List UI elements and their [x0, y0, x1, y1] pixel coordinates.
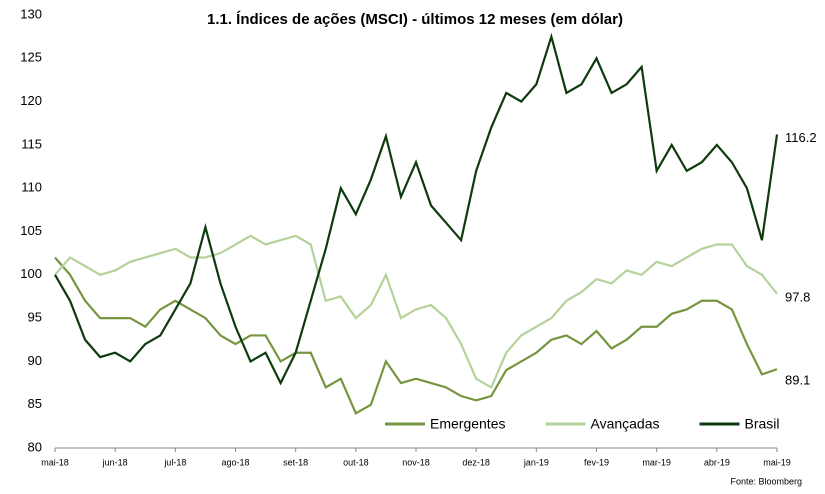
- y-tick-label: 95: [28, 310, 42, 325]
- y-tick-label: 120: [20, 93, 42, 108]
- x-tick-label: mai-18: [41, 457, 69, 467]
- chart-title: 1.1. Índices de ações (MSCI) - últimos 1…: [207, 11, 623, 28]
- y-tick-label: 110: [21, 180, 42, 195]
- end-label: 89.1: [785, 373, 810, 388]
- end-label: 116.2: [785, 130, 817, 145]
- y-tick-label: 80: [28, 439, 42, 454]
- y-tick-label: 125: [20, 50, 42, 65]
- y-tick-label: 130: [20, 6, 42, 21]
- x-tick-label: jun-18: [102, 457, 128, 467]
- legend-label: Emergentes: [430, 416, 505, 432]
- x-tick-label: set-18: [283, 457, 308, 467]
- x-tick-label: ago-18: [221, 457, 249, 467]
- x-tick-label: mar-19: [642, 457, 671, 467]
- x-tick-label: jul-18: [163, 457, 186, 467]
- y-tick-label: 90: [28, 353, 42, 368]
- series-line: [54, 32, 779, 386]
- series-line: [54, 256, 778, 415]
- x-tick-label: out-18: [343, 457, 369, 467]
- legend-label: Avançadas: [590, 416, 659, 432]
- y-tick-label: 105: [20, 223, 42, 238]
- x-tick-label: fev-19: [584, 457, 609, 467]
- end-label: 97.8: [785, 289, 810, 304]
- x-tick-label: dez-18: [462, 457, 490, 467]
- x-tick-label: mai-19: [763, 457, 791, 467]
- y-tick-label: 115: [21, 136, 42, 151]
- source: Fonte: Bloomberg: [730, 476, 802, 486]
- y-tick-label: 85: [28, 396, 42, 411]
- x-tick-label: nov-18: [402, 457, 430, 467]
- series-line: [54, 234, 778, 389]
- legend-label: Brasil: [745, 416, 780, 432]
- y-tick-label: 100: [20, 266, 42, 281]
- x-tick-label: jan-19: [523, 457, 549, 467]
- x-tick-label: abr-19: [704, 457, 730, 467]
